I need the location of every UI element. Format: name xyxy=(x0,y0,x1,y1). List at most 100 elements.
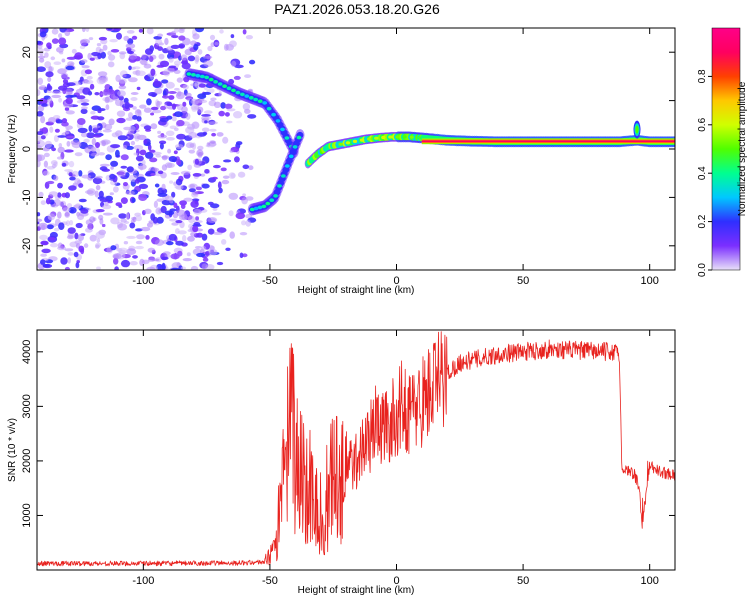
noise-blob xyxy=(74,52,83,60)
noise-blob xyxy=(120,165,128,169)
noise-blob xyxy=(201,233,208,241)
trace-upper-peak xyxy=(226,86,232,91)
noise-blob xyxy=(183,197,193,202)
noise-blob xyxy=(75,262,80,269)
noise-blob xyxy=(82,28,86,33)
noise-blob xyxy=(245,35,253,40)
noise-blob xyxy=(80,59,88,63)
noise-blob xyxy=(133,144,144,151)
noise-blob xyxy=(126,166,134,173)
noise-blob xyxy=(170,44,180,50)
noise-blob xyxy=(107,50,112,56)
noise-blob xyxy=(214,42,219,46)
trace-lower-peak xyxy=(257,205,263,210)
noise-blob xyxy=(150,106,159,111)
noise-blob xyxy=(176,209,186,217)
noise-blob xyxy=(205,264,215,270)
noise-blob xyxy=(204,169,210,174)
spectrogram-ytick-label: 0 xyxy=(21,146,33,152)
noise-blob xyxy=(151,109,162,114)
noise-blob xyxy=(124,101,130,110)
noise-blob xyxy=(146,98,152,106)
noise-blob xyxy=(169,125,177,130)
noise-blob xyxy=(53,227,60,232)
noise-blob xyxy=(201,183,210,189)
noise-blob xyxy=(180,266,186,270)
noise-blob xyxy=(41,127,49,134)
noise-blob xyxy=(123,241,129,245)
trace-upper-peak xyxy=(195,73,201,78)
noise-blob xyxy=(224,103,233,110)
noise-blob xyxy=(91,138,97,146)
noise-blob xyxy=(40,200,46,206)
noise-blob xyxy=(120,154,129,161)
noise-blob xyxy=(77,118,86,125)
trace-main-peak xyxy=(374,136,379,140)
noise-blob xyxy=(196,132,207,137)
noise-blob xyxy=(164,210,175,216)
noise-blob xyxy=(53,61,62,65)
noise-blob xyxy=(222,175,230,179)
noise-blob xyxy=(230,34,235,39)
trace-upper-peak xyxy=(266,106,272,111)
noise-blob xyxy=(161,183,166,191)
noise-blob xyxy=(69,241,78,248)
trace-main-peak xyxy=(359,138,365,142)
noise-blob xyxy=(80,132,88,138)
trace-upper-peak xyxy=(257,99,263,103)
noise-blob xyxy=(234,156,240,163)
noise-blob xyxy=(53,115,61,120)
noise-blob xyxy=(83,243,89,248)
noise-blob xyxy=(58,97,62,103)
noise-blob xyxy=(207,228,215,235)
noise-blob xyxy=(126,248,137,256)
spectrogram-xtick-label: 50 xyxy=(517,275,529,287)
noise-blob xyxy=(143,139,148,145)
noise-blob xyxy=(139,59,148,64)
noise-blob xyxy=(155,154,162,158)
noise-blob xyxy=(95,231,105,239)
noise-blob xyxy=(192,225,199,233)
snr-xlabel: Height of straight line (km) xyxy=(298,585,415,596)
noise-blob xyxy=(65,125,73,130)
noise-blob xyxy=(57,68,67,75)
noise-blob xyxy=(51,90,62,94)
noise-blob xyxy=(228,172,236,180)
noise-blob xyxy=(130,97,138,101)
noise-blob xyxy=(210,140,216,144)
noise-blob xyxy=(100,51,106,59)
trace-upper-peak xyxy=(191,73,196,77)
noise-blob xyxy=(128,65,132,71)
noise-blob xyxy=(150,173,156,176)
noise-blob xyxy=(37,47,44,56)
noise-blob xyxy=(141,54,147,60)
noise-blob xyxy=(150,123,158,130)
noise-blob xyxy=(46,90,52,94)
noise-blob xyxy=(187,164,193,171)
noise-blob xyxy=(39,234,48,241)
noise-blob xyxy=(104,96,110,104)
noise-blob xyxy=(68,185,77,191)
noise-blob xyxy=(175,220,183,224)
noise-blob xyxy=(147,144,152,151)
noise-blob xyxy=(74,178,81,185)
noise-blob xyxy=(103,212,113,216)
noise-blob xyxy=(168,156,178,162)
noise-blob xyxy=(157,130,162,134)
snr-ytick-label: 3000 xyxy=(21,394,33,418)
noise-blob xyxy=(73,251,79,258)
noise-blob xyxy=(100,139,111,145)
trace-upper-peak xyxy=(213,80,219,84)
snr-series xyxy=(37,331,675,567)
noise-blob xyxy=(194,28,205,33)
noise-blob xyxy=(224,112,230,117)
noise-blob xyxy=(202,55,213,59)
noise-blob xyxy=(245,219,251,227)
noise-blob xyxy=(177,230,187,235)
trace-upper-peak xyxy=(271,112,276,117)
noise-blob xyxy=(139,149,147,156)
noise-blob xyxy=(138,28,143,33)
noise-blob xyxy=(109,192,115,196)
noise-blob xyxy=(159,117,169,123)
noise-blob xyxy=(70,209,74,213)
